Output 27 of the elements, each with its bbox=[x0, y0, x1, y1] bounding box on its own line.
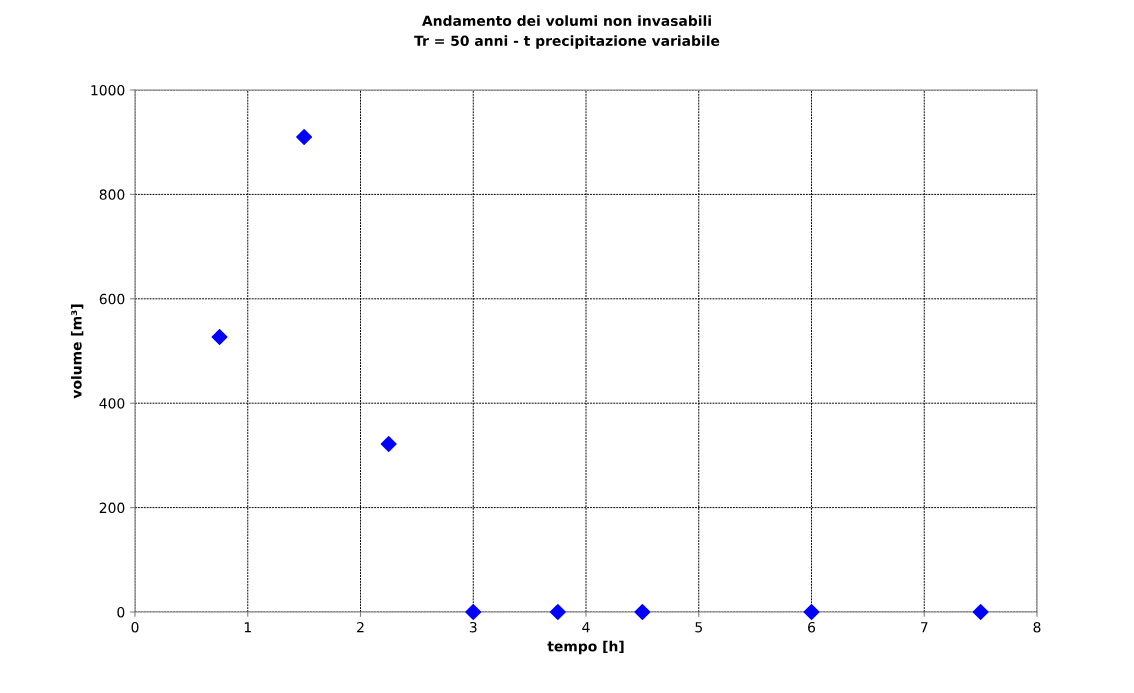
point bbox=[972, 604, 989, 620]
point bbox=[634, 604, 651, 620]
x-tick-label: 7 bbox=[920, 622, 928, 633]
y-tick-label: 1000 bbox=[91, 84, 125, 96]
x-tick-label: 8 bbox=[1033, 621, 1041, 633]
x-tick-label: 6 bbox=[808, 621, 816, 633]
y-axis-title: volume [m³] bbox=[70, 304, 84, 399]
y-tick-label: 400 bbox=[99, 398, 125, 409]
point bbox=[465, 604, 482, 620]
y-tick-label: 600 bbox=[99, 293, 125, 305]
point bbox=[380, 435, 397, 452]
y-tick-label: 800 bbox=[99, 189, 125, 200]
x-tick-label: 4 bbox=[582, 622, 590, 633]
y-tick-label: 0 bbox=[117, 606, 125, 618]
x-tick-label: 3 bbox=[469, 621, 477, 633]
x-tick-label: 2 bbox=[357, 621, 364, 633]
point bbox=[211, 328, 228, 345]
x-axis-title: tempo [h] bbox=[547, 640, 624, 655]
x-tick-label: 1 bbox=[244, 622, 251, 633]
x-tick-label: 0 bbox=[131, 621, 139, 633]
point bbox=[549, 604, 566, 620]
y-tick-label: 200 bbox=[99, 502, 125, 514]
x-tick-label: 5 bbox=[695, 622, 702, 633]
point bbox=[803, 604, 820, 620]
chart-subtitle: Tr = 50 anni - t precipitazione variabile bbox=[414, 35, 720, 49]
point bbox=[296, 129, 313, 145]
chart-title: Andamento dei volumi non invasabili bbox=[422, 15, 711, 27]
